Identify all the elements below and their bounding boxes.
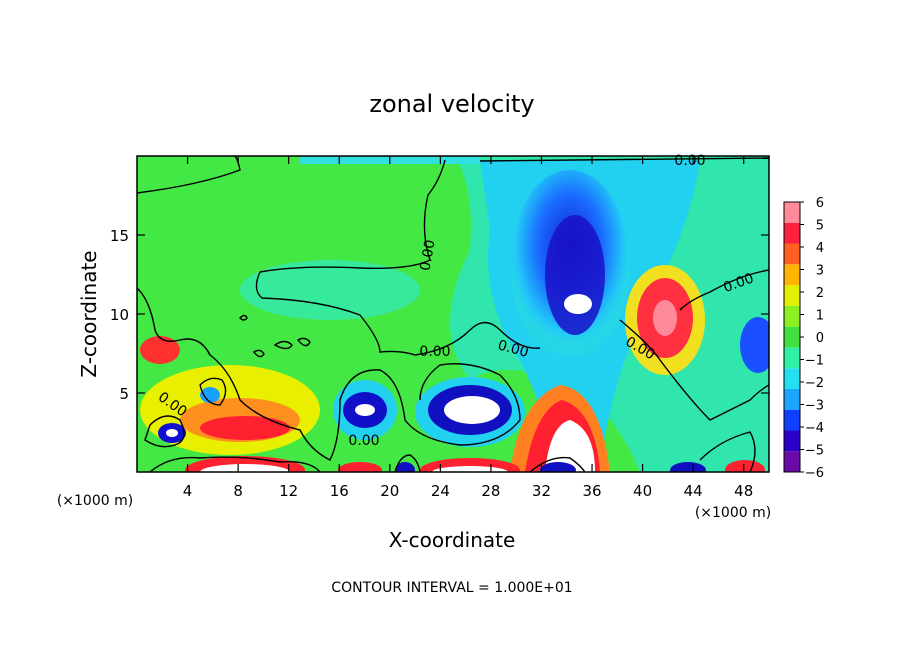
colorbar-segment: [784, 202, 800, 223]
colorbar-tick-label: 5: [816, 219, 824, 234]
contour-line: [137, 287, 521, 461]
cyan-upper-left: [240, 260, 420, 320]
contour-line: [619, 319, 769, 421]
x-tick-label: 24: [431, 482, 450, 500]
contour-label: 0.00: [348, 433, 379, 449]
red-bottom-center-left: [338, 462, 382, 472]
colorbar-segment: [784, 305, 800, 327]
contour-line: [679, 269, 769, 311]
white-center-left: [355, 404, 375, 416]
pink-max: [653, 300, 677, 336]
red-bottom-right: [725, 460, 765, 472]
colorbar-tick-label: −5: [805, 444, 824, 459]
x-tick-label: 28: [481, 482, 500, 500]
blue-small-left: [200, 387, 220, 403]
colorbar-segment: [784, 430, 800, 452]
white-bottom-left: [200, 464, 290, 472]
colorbar-segment: [784, 368, 800, 389]
colorbar-segment: [784, 451, 800, 472]
x-axis-label: X-coordinate: [389, 528, 516, 552]
y-tick-label: 5: [119, 385, 129, 403]
colorbar-tick-label: 1: [816, 309, 824, 324]
x-unit-left: (×1000 m): [57, 493, 133, 509]
x-tick-label: 12: [279, 482, 298, 500]
colorbar-segment: [784, 285, 800, 306]
colorbar-segment: [784, 222, 800, 244]
colorbar-tick-label: −1: [805, 354, 824, 369]
x-tick-label: 20: [380, 482, 399, 500]
colorbar-segment: [784, 347, 800, 369]
y-tick-label: 10: [110, 306, 129, 324]
colorbar-segment: [784, 326, 800, 348]
colorbar-tick-label: 2: [816, 286, 824, 301]
x-tick-label: 32: [532, 482, 551, 500]
colorbar-segment: [784, 409, 800, 431]
y-axis-label: Z-coordinate: [77, 250, 101, 377]
x-tick-label: 16: [330, 482, 349, 500]
x-tick-label: 44: [684, 482, 703, 500]
colorbar-tick-label: 6: [816, 196, 824, 211]
white-bottom-mid: [432, 466, 508, 472]
contour-line: [149, 456, 321, 472]
contour-line: [394, 454, 421, 472]
x-tick-label: 8: [233, 482, 243, 500]
colorbar-tick-label: 0: [816, 331, 824, 346]
blue-bottom: [540, 462, 576, 472]
contour-line: [199, 377, 227, 406]
colorbar-tick-label: −4: [805, 421, 824, 436]
colorbar-segment: [784, 264, 800, 286]
colorbar-tick-label: −3: [805, 399, 824, 414]
contour-line: [137, 156, 241, 194]
colorbar-tick-label: −2: [805, 376, 824, 391]
contour-line: [252, 349, 265, 358]
y-axis: 5 10 15: [110, 227, 769, 403]
colorbar-tick-label: 4: [816, 241, 824, 256]
white-center: [444, 396, 500, 424]
contour-line: [529, 456, 586, 472]
colorbar: 6 5 4 3 2 1 0 −1 −2 −3 −4 −5 −6: [783, 196, 824, 481]
contour-line: [699, 431, 756, 472]
contour-label: 0.00: [496, 337, 530, 361]
contour-line: [273, 340, 293, 350]
x-tick-label: 40: [633, 482, 652, 500]
white-left-min: [166, 429, 178, 437]
contour-label: 0.00: [417, 239, 438, 272]
chart-title: zonal velocity: [369, 90, 534, 118]
x-tick-label: 48: [734, 482, 753, 500]
blue-inner: [545, 215, 605, 335]
contour-line: [255, 159, 541, 356]
contour-label: 0.00: [419, 344, 450, 360]
contour-label: 0.00: [674, 153, 705, 169]
blue-right: [740, 317, 769, 373]
white-min-upper: [564, 294, 592, 314]
colorbar-tick-label: −6: [805, 466, 824, 481]
x-unit-right: (×1000 m): [695, 505, 771, 521]
contour-line: [144, 415, 185, 448]
colorbar-segment: [784, 243, 800, 265]
plot-area: [137, 156, 769, 472]
contour-line: [296, 337, 311, 347]
y-tick-label: 15: [110, 227, 129, 245]
red-upper-left: [140, 336, 180, 364]
red-left: [200, 416, 290, 440]
x-axis: 4 8 12 16 20 24 28 32 36 40 44 48: [183, 156, 753, 500]
blue-bottom-center-left: [395, 462, 415, 472]
white-bottom-max: [545, 420, 595, 472]
colorbar-segment: [784, 388, 800, 410]
x-tick-label: 36: [582, 482, 601, 500]
x-tick-label: 4: [183, 482, 193, 500]
blue-bottom-right: [670, 462, 706, 472]
contour-interval-label: CONTOUR INTERVAL = 1.000E+01: [331, 580, 572, 596]
contour-line: [239, 314, 248, 321]
colorbar-tick-label: 3: [816, 264, 824, 279]
